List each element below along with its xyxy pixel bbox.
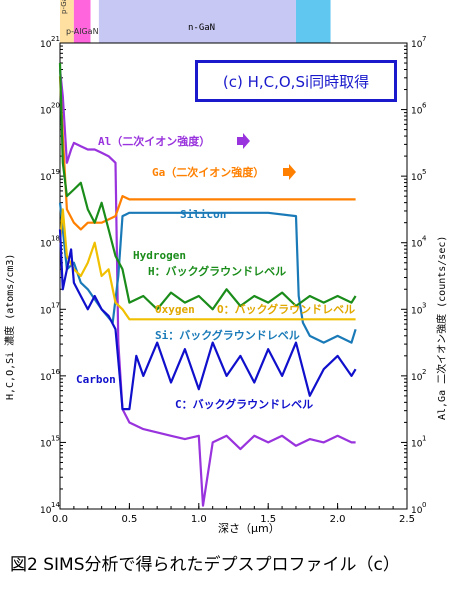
layer-label-p-gan: p-GaN [60, 0, 68, 14]
layer-band-0 [60, 0, 74, 43]
y-axis-left-label: H,C,O,Si 濃度 (atoms/cm3) [3, 254, 16, 400]
y-tick-exp-R-1: 1 [422, 434, 426, 442]
y-tick-label-L-2: 10 [40, 373, 52, 383]
y-tick-exp-L-2: 16 [51, 368, 60, 376]
y-tick-exp-L-3: 17 [51, 301, 60, 309]
hydrogen-annotation: Hydrogen [133, 249, 186, 262]
x-tick-label-1: 0.5 [121, 514, 137, 525]
ga-arrow-icon [283, 164, 296, 180]
carbon-annotation: Carbon [76, 373, 116, 386]
y-tick-label-R-3: 10 [411, 306, 423, 316]
y-tick-label-L-7: 10 [40, 40, 52, 50]
y-tick-label-R-6: 10 [411, 107, 423, 117]
layer-band-1 [73, 0, 91, 43]
y-tick-exp-L-0: 14 [51, 501, 60, 509]
layer-label-n-gan: n-GaN [188, 23, 215, 33]
layer-label-p-algan: p-AlGaN [66, 27, 99, 36]
si-background-annotation: Si：バックグラウンドレベル [155, 328, 300, 342]
x-axis: 0.0 0.5 1.0 1.5 2.0 2.5 [52, 503, 415, 525]
y-tick-exp-L-4: 18 [51, 235, 60, 243]
c-background-annotation: C：バックグラウンドレベル [175, 397, 313, 411]
al-arrow-icon [237, 133, 250, 149]
series-line-3 [58, 62, 357, 311]
plot-frame [59, 42, 408, 510]
y-tick-exp-R-4: 4 [422, 235, 427, 243]
y-tick-label-R-5: 10 [411, 173, 423, 183]
y-tick-exp-R-3: 3 [422, 301, 426, 309]
y-tick-label-L-4: 10 [40, 240, 52, 250]
y-tick-exp-R-7: 7 [422, 35, 426, 43]
x-tick-label-2: 1.0 [191, 514, 207, 525]
y-tick-exp-L-5: 19 [51, 168, 60, 176]
y-tick-label-L-0: 10 [40, 506, 52, 516]
y-tick-label-R-4: 10 [411, 240, 423, 250]
y-tick-label-L-1: 10 [40, 439, 52, 449]
annotations: Al（二次イオン強度） Ga（二次イオン強度） Silicon Hydrogen… [76, 133, 355, 411]
x-axis-label: 深さ（μm） [218, 522, 280, 535]
series-line-1 [58, 76, 356, 231]
h-background-annotation: H：バックグラウンドレベル [148, 264, 286, 278]
y-tick-label-L-5: 10 [40, 173, 52, 183]
x-tick-label-4: 2.0 [330, 514, 346, 525]
series-group [58, 62, 357, 507]
y-tick-label-L-3: 10 [40, 306, 52, 316]
y-axis-right-label: Al,Ga 二次イオン強度 (counts/sec) [435, 236, 448, 420]
y-tick-label-L-6: 10 [40, 107, 52, 117]
layer-band-2 [90, 0, 99, 43]
layer-band-4 [295, 0, 331, 43]
y-tick-exp-R-0: 0 [422, 501, 426, 509]
o-background-annotation: O：バックグラウンドレベル [217, 302, 355, 316]
al-annotation: Al（二次イオン強度） [98, 134, 210, 148]
y-tick-label-R-7: 10 [411, 40, 423, 50]
series-line-4 [58, 208, 356, 321]
layer-band-5 [330, 0, 407, 43]
y-tick-exp-R-2: 2 [422, 368, 426, 376]
y-tick-exp-R-5: 5 [422, 168, 426, 176]
series-line-5 [58, 229, 357, 411]
x-tick-label-5: 2.5 [399, 514, 415, 525]
y-tick-exp-L-1: 15 [51, 434, 60, 442]
oxygen-annotation: Oxygen [155, 303, 195, 316]
series-line-0 [58, 69, 356, 507]
y-tick-exp-L-6: 20 [51, 102, 60, 110]
y-tick-label-R-1: 10 [411, 439, 423, 449]
series-line-2 [58, 202, 357, 344]
y-tick-exp-R-6: 6 [422, 102, 427, 110]
silicon-annotation: Silicon [180, 208, 226, 221]
layer-bar [60, 0, 407, 43]
x-tick-label-0: 0.0 [52, 514, 68, 525]
chart-title-box: (c) H,C,O,Si同時取得 [195, 60, 397, 102]
y-tick-label-R-2: 10 [411, 373, 423, 383]
x-tick-label-3: 1.5 [260, 514, 276, 525]
y-tick-exp-L-7: 21 [51, 35, 60, 43]
figure-caption: 図2 SIMS分析で得られたデプスプロファイル（c） [10, 555, 400, 575]
layer-band-3 [98, 0, 296, 43]
ga-annotation: Ga（二次イオン強度） [152, 165, 264, 179]
y-tick-label-R-0: 10 [411, 506, 423, 516]
